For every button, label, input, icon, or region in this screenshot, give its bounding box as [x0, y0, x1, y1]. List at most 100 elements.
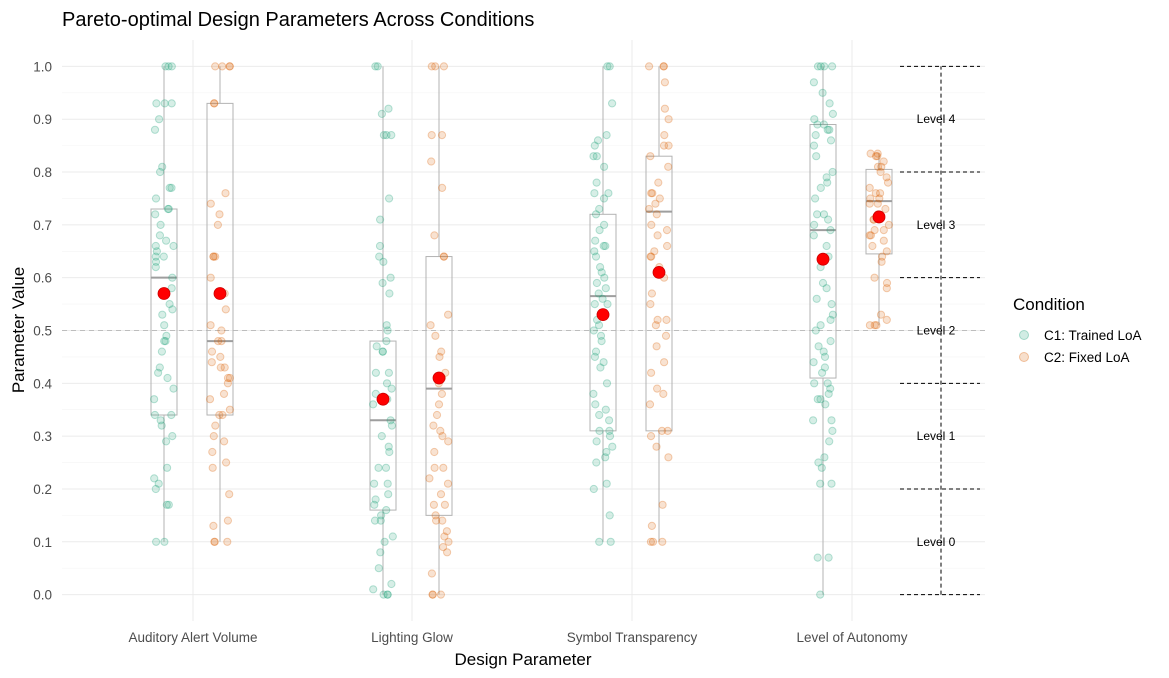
data-point — [155, 363, 164, 372]
data-point — [879, 157, 888, 166]
data-point — [826, 315, 835, 324]
data-point — [884, 220, 894, 229]
data-point — [168, 273, 177, 282]
data-point — [811, 326, 820, 335]
data-point — [383, 590, 392, 599]
data-point — [865, 199, 874, 208]
data-point — [814, 458, 823, 467]
data-point — [600, 162, 609, 171]
data-point — [386, 416, 395, 425]
data-point — [661, 331, 671, 340]
data-point — [810, 379, 819, 388]
data-point — [155, 115, 164, 124]
data-point — [157, 421, 166, 430]
x-tick-label: Level of Autonomy — [796, 630, 907, 645]
data-point — [872, 321, 881, 330]
data-point — [382, 379, 392, 388]
data-point — [213, 220, 222, 229]
data-point — [442, 527, 451, 536]
data-point — [163, 463, 172, 472]
data-point — [817, 463, 826, 472]
data-point — [601, 284, 610, 293]
data-point — [225, 490, 234, 499]
data-point — [225, 373, 234, 383]
data-point — [828, 167, 837, 177]
data-point — [438, 516, 447, 525]
data-point — [595, 410, 604, 420]
data-point — [591, 236, 600, 245]
data-point — [220, 363, 229, 372]
data-point — [154, 368, 163, 377]
data-point — [378, 278, 387, 288]
x-tick-label: Lighting Glow — [371, 630, 453, 645]
data-point — [431, 331, 440, 340]
data-point — [653, 315, 662, 324]
data-point — [828, 426, 837, 435]
data-point — [380, 537, 389, 546]
box-iqr — [369, 340, 397, 511]
data-point — [595, 204, 604, 214]
data-point — [375, 241, 385, 251]
data-point — [881, 204, 890, 214]
data-point — [209, 521, 218, 531]
data-point — [439, 62, 448, 71]
data-point — [151, 194, 161, 203]
data-point — [596, 331, 606, 340]
data-point — [882, 278, 892, 288]
data-point — [220, 437, 229, 446]
data-point — [379, 257, 388, 266]
data-point — [379, 590, 388, 599]
data-point — [645, 400, 655, 409]
data-point — [377, 511, 386, 520]
data-point — [591, 252, 601, 261]
data-point — [594, 321, 604, 330]
y-tick-label: 0.7 — [33, 218, 52, 233]
data-point — [591, 210, 601, 219]
data-point — [809, 78, 819, 87]
data-point — [430, 463, 439, 472]
data-point — [435, 352, 444, 361]
data-point — [647, 189, 656, 198]
data-point — [372, 342, 381, 351]
data-point — [816, 321, 825, 330]
data-point — [589, 484, 598, 494]
data-point — [217, 337, 226, 346]
data-point — [870, 226, 879, 235]
data-point — [597, 337, 606, 346]
data-point — [825, 437, 834, 446]
data-point — [152, 99, 161, 108]
data-point — [369, 585, 378, 594]
data-point — [870, 273, 879, 282]
data-point — [225, 405, 234, 414]
data-point — [382, 131, 391, 140]
data-point — [158, 162, 167, 171]
data-point — [823, 125, 832, 134]
data-point — [152, 537, 161, 546]
mean-marker — [376, 392, 390, 406]
data-point — [167, 410, 176, 420]
data-point — [382, 321, 391, 330]
data-point — [205, 395, 215, 404]
data-point — [809, 231, 818, 240]
data-point — [595, 537, 604, 546]
data-point — [605, 416, 614, 425]
data-point — [589, 326, 598, 335]
data-point — [427, 569, 436, 578]
data-point — [223, 379, 232, 388]
data-point — [589, 389, 598, 398]
data-point — [595, 426, 604, 435]
data-point — [873, 152, 882, 161]
data-point — [601, 453, 610, 462]
data-point — [601, 405, 610, 414]
box-1-4 — [809, 66, 837, 595]
data-point — [151, 252, 160, 261]
data-point — [223, 537, 232, 546]
legend: Condition C1: Trained LoA C2: Fixed LoA — [1013, 295, 1142, 365]
data-point — [167, 183, 176, 192]
data-point — [386, 273, 395, 282]
level-bands: Level 0 Level 1 Level 2 Level 3 Level 4 — [900, 65, 980, 596]
data-point — [818, 278, 828, 288]
data-point — [156, 220, 165, 229]
data-point — [813, 210, 822, 219]
